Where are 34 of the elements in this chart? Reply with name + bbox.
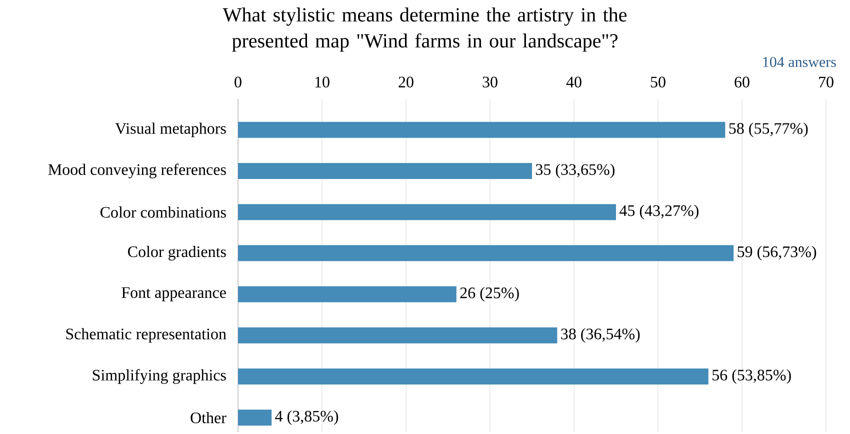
data-label: 4 (3,85%): [275, 410, 338, 425]
data-label: 58 (55,77%): [729, 122, 808, 138]
bar: [238, 204, 616, 220]
bar: [238, 286, 456, 302]
y-tick-label: Color gradients: [128, 246, 226, 260]
data-label: 45 (43,27%): [620, 204, 698, 220]
y-tick-label: Color combinations: [100, 206, 226, 218]
y-tick-label: Simplifying graphics: [92, 369, 226, 384]
y-tick-label: Schematic representation: [66, 328, 226, 343]
x-tick-label: 0: [234, 76, 242, 88]
chart-title: What stylistic means determine the artistry in the presented map "Wind farms in our landscape"?: [222, 8, 627, 52]
bar: [238, 410, 272, 426]
x-tick-label: 30: [482, 76, 498, 88]
bar: [238, 368, 708, 385]
data-label: 56 (53,85%): [712, 369, 791, 384]
x-tick-label: 10: [315, 76, 330, 88]
data-label: 35 (33,65%): [536, 164, 614, 178]
data-label: 26 (25%): [460, 287, 519, 302]
text: 104 answers: [763, 56, 836, 68]
x-tick-label: 20: [398, 76, 414, 88]
x-tick-label: 50: [650, 76, 666, 88]
x-tick-label: 60: [734, 76, 750, 88]
bar: [238, 327, 558, 344]
bar: [238, 162, 532, 179]
data-label: 59 (56,73%): [738, 246, 816, 260]
data-label: 38 (36,54%): [561, 328, 640, 343]
y-tick-label: Font appearance: [122, 287, 226, 302]
y-tick-label: Visual metaphors: [115, 122, 226, 138]
y-tick-label: Mood conveying references: [48, 164, 226, 178]
bar: [238, 245, 734, 262]
bar: [238, 122, 726, 138]
x-tick-label: 40: [566, 76, 582, 88]
y-tick-label: Other: [190, 412, 226, 424]
x-tick-label: 70: [819, 76, 834, 88]
